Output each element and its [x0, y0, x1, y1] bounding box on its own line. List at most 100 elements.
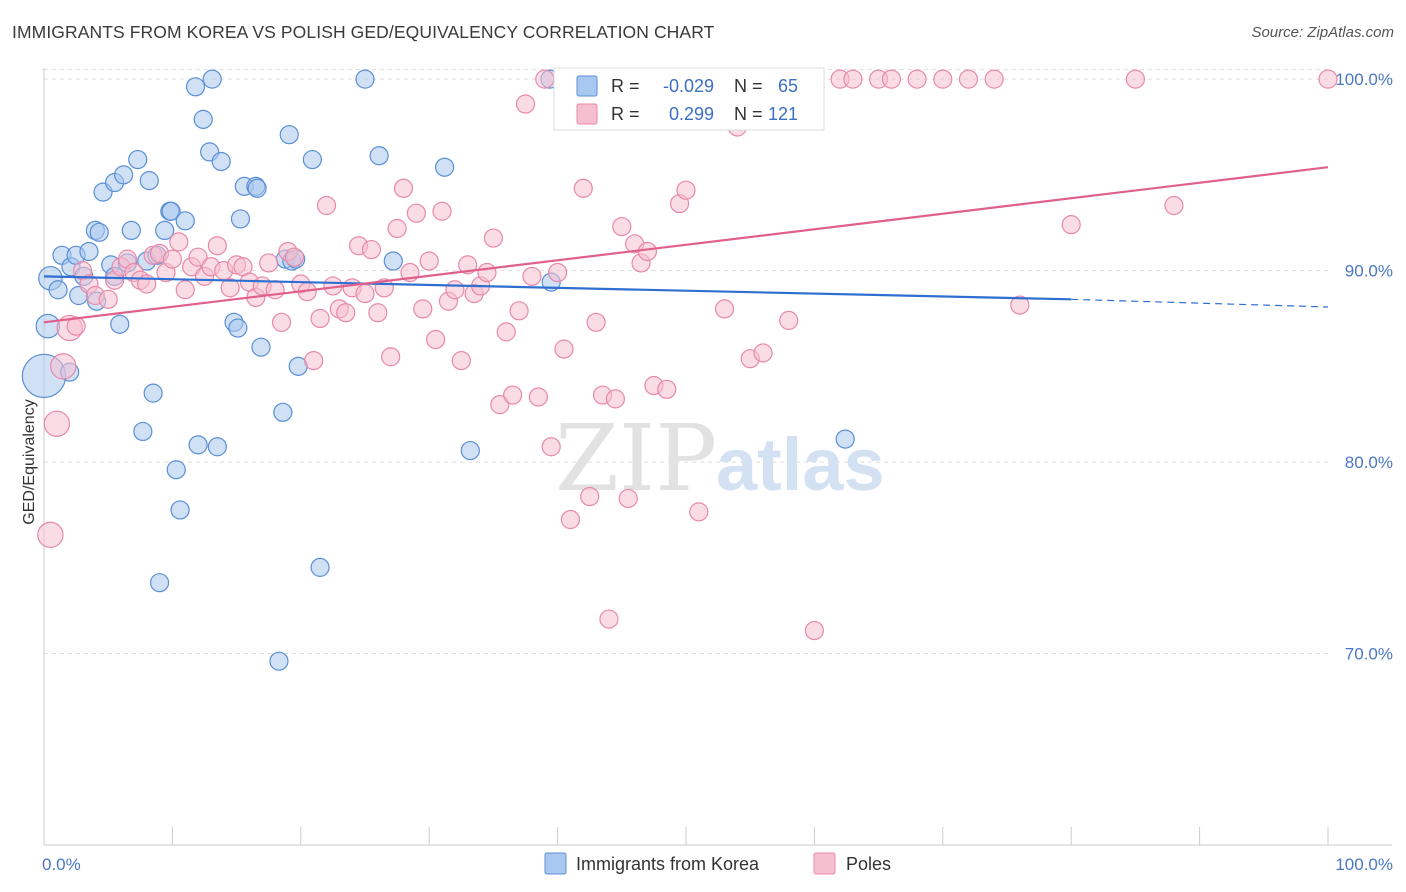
poles-point-25	[207, 236, 227, 256]
poles-point-41	[310, 308, 330, 329]
x-tick-labels: 0.0% 100.0%	[42, 855, 1393, 874]
korea-point-25	[139, 171, 159, 191]
korea-point-21	[121, 220, 141, 241]
poles-point-53	[387, 218, 407, 239]
korea-point-48	[251, 337, 271, 357]
poles-point-40	[304, 350, 324, 371]
korea-point-29	[155, 220, 175, 241]
poles-point-118	[1318, 69, 1338, 89]
trend-line-poles	[43, 166, 1329, 324]
bottom-legend-swatch-poles	[813, 852, 836, 875]
chart-title: IMMIGRANTS FROM KOREA VS POLISH GED/EQUI…	[12, 22, 715, 42]
legend-r-label-korea: R =	[611, 76, 640, 96]
poles-point-111	[907, 69, 927, 89]
poles-point-88	[612, 216, 632, 237]
bottom-legend: Immigrants from Korea Poles	[544, 852, 891, 875]
korea-point-32	[166, 460, 186, 480]
poles-point-114	[1010, 295, 1030, 315]
poles-point-74	[522, 266, 542, 286]
poles-point-79	[554, 339, 574, 359]
poles-point-101	[714, 299, 735, 319]
korea-point-28	[149, 573, 170, 593]
poles-point-59	[426, 329, 446, 350]
korea-point-10	[79, 241, 99, 262]
poles-point-37	[284, 247, 304, 267]
poles-point-4	[66, 316, 86, 336]
y-axis-label: GED/Equivalency	[21, 399, 38, 524]
poles-point-0	[37, 521, 64, 549]
poles-point-107	[804, 620, 825, 641]
poles-point-8	[98, 289, 118, 309]
korea-point-22	[128, 149, 148, 170]
trend-line-korea-extension	[1071, 298, 1329, 308]
poles-point-78	[547, 262, 568, 283]
poles-point-84	[586, 312, 606, 332]
korea-point-18	[110, 314, 130, 334]
y-tick-labels: 70.0% 80.0% 90.0% 100.0%	[1335, 70, 1393, 663]
korea-point-37	[193, 109, 213, 129]
poles-point-20	[175, 280, 195, 300]
korea-point-65	[835, 429, 855, 449]
poles-point-62	[445, 280, 465, 300]
korea-point-60	[383, 251, 403, 271]
legend-n-label-korea: N =	[734, 76, 763, 96]
poles-point-19	[169, 232, 189, 252]
poles-point-115	[1061, 215, 1081, 235]
poles-point-45	[336, 303, 356, 323]
poles-point-42	[316, 195, 337, 216]
poles-point-76	[535, 69, 555, 89]
poles-point-49	[361, 239, 382, 260]
korea-point-56	[302, 149, 322, 170]
poles-point-116	[1125, 69, 1146, 89]
poles-point-109	[843, 69, 863, 89]
poles-point-113	[958, 69, 979, 89]
poles-point-71	[503, 385, 523, 405]
poles-point-70	[496, 322, 516, 342]
y-tick-label-80: 80.0%	[1345, 453, 1393, 472]
poles-point-80	[560, 509, 581, 530]
korea-point-23	[133, 421, 153, 442]
poles-point-95	[657, 379, 677, 399]
poles-point-1	[43, 410, 71, 437]
korea-point-58	[355, 69, 375, 89]
poles-point-120	[881, 69, 902, 89]
source-label: Source: ZipAtlas.com	[1251, 24, 1394, 41]
bottom-legend-label-poles: Poles	[846, 854, 891, 874]
poles-point-89	[618, 488, 638, 509]
poles-point-77	[541, 437, 561, 457]
y-tick-label-70: 70.0%	[1345, 645, 1393, 664]
poles-point-87	[605, 389, 625, 409]
poles-point-27	[220, 278, 240, 298]
legend-n-value-poles: 121	[768, 104, 798, 124]
korea-point-52	[279, 125, 299, 145]
poles-point-60	[432, 201, 452, 221]
gridlines	[44, 69, 1328, 655]
korea-point-33	[170, 500, 190, 520]
korea-point-35	[185, 77, 206, 97]
poles-point-75	[528, 387, 548, 407]
korea-point-50	[273, 402, 293, 422]
korea-point-19	[114, 165, 134, 185]
korea-point-61	[435, 157, 455, 177]
korea-point-36	[188, 435, 208, 455]
poles-point-18	[162, 249, 182, 269]
poles-point-86	[599, 609, 619, 629]
korea-point-1	[35, 313, 61, 339]
korea-point-57	[310, 557, 330, 577]
poles-point-52	[381, 347, 401, 367]
poles-point-83	[580, 486, 600, 507]
watermark: ZIP atlas	[555, 405, 885, 512]
y-tick-label-90: 90.0%	[1345, 262, 1393, 281]
poles-point-33	[259, 253, 279, 273]
korea-point-34	[175, 211, 195, 231]
legend-r-label-poles: R =	[611, 104, 640, 124]
korea-point-39	[202, 69, 222, 89]
korea-point-44	[230, 209, 251, 229]
poles-point-48	[355, 283, 375, 304]
korea-point-59	[369, 146, 389, 166]
poles-point-64	[458, 255, 478, 275]
poles-point-54	[393, 178, 414, 198]
korea-point-47	[247, 178, 267, 198]
poles-point-72	[509, 301, 529, 321]
